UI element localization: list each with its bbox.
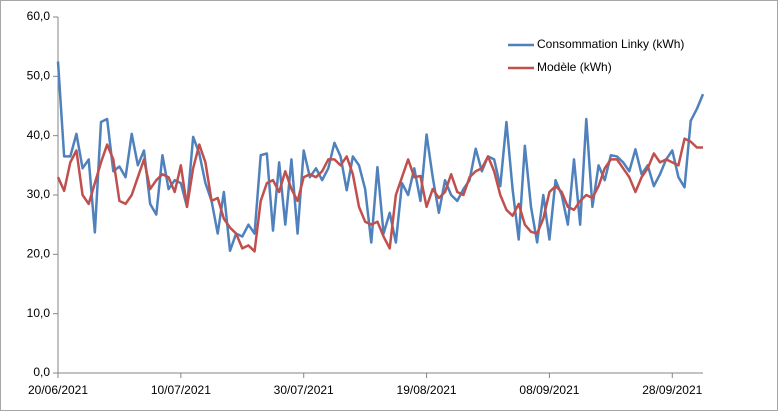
y-tick-label: 60,0 xyxy=(27,9,51,23)
x-tick-label: 28/09/2021 xyxy=(642,383,702,397)
x-tick-label: 10/07/2021 xyxy=(151,383,211,397)
y-tick-label: 40,0 xyxy=(27,128,51,142)
x-tick-label: 30/07/2021 xyxy=(274,383,334,397)
legend-label: Consommation Linky (kWh) xyxy=(537,37,684,51)
y-tick-label: 50,0 xyxy=(27,69,51,83)
y-tick-label: 0,0 xyxy=(33,365,50,379)
y-tick-label: 10,0 xyxy=(27,306,51,320)
x-tick-label: 20/06/2021 xyxy=(28,383,88,397)
y-tick-label: 20,0 xyxy=(27,247,51,261)
series-line xyxy=(56,137,703,253)
legend-label: Modèle (kWh) xyxy=(537,60,612,74)
series-line xyxy=(56,61,705,253)
x-tick-label: 19/08/2021 xyxy=(397,383,457,397)
x-tick-label: 08/09/2021 xyxy=(519,383,579,397)
y-tick-label: 30,0 xyxy=(27,187,51,201)
